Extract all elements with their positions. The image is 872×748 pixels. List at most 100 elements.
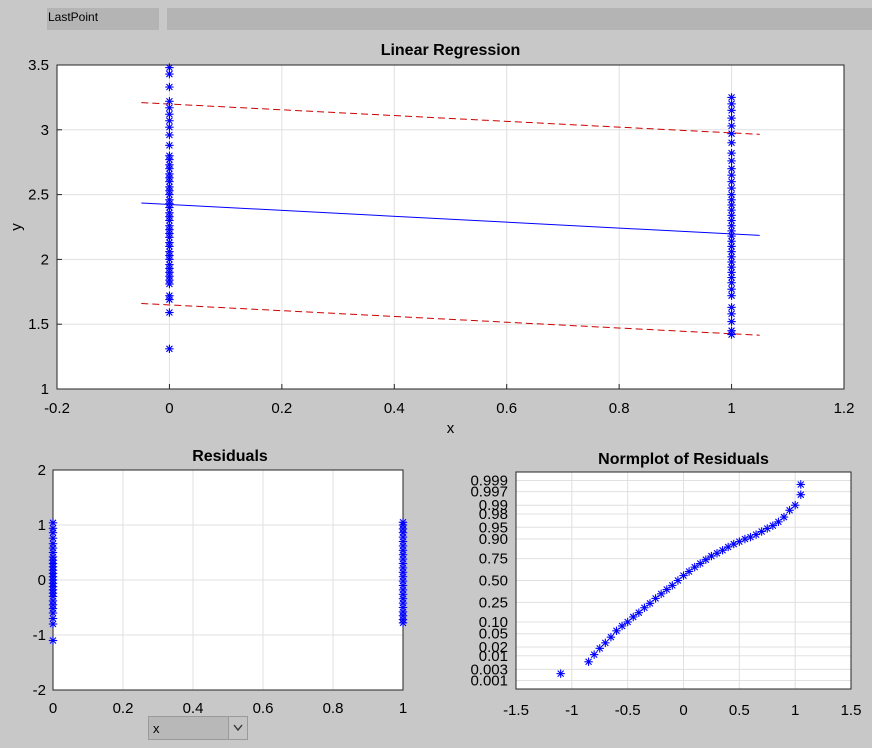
residual-point [48,518,58,527]
y-tick-label: 2 [38,462,46,479]
normplot-point [796,480,805,489]
y-tick-label: 0.99 [479,497,508,514]
x-tick-label: 0.6 [253,700,274,717]
y-tick-label: 0.003 [470,661,508,678]
y-tick-label: 0.98 [479,506,508,523]
normplot-axes-border [515,471,852,690]
normplot-point [684,567,694,576]
y-tick-label: -2 [33,682,46,699]
y-tick-label: 2 [41,251,49,268]
x-tick-label: 0 [679,702,687,719]
y-tick-label: 0.05 [479,626,508,643]
x-tick-label: -0.5 [615,702,641,719]
x-tick-label: 0.4 [183,700,204,717]
regression-data-point [165,151,174,160]
regression-data-point [727,326,736,335]
regression-data-point [165,110,174,119]
normplot-point [595,644,604,653]
y-tick-label: 0.50 [479,573,508,590]
regression-data-point [165,82,174,92]
regression-data-point [165,308,174,317]
y-tick-label: 0.25 [479,594,508,611]
x-tick-label: 1.5 [841,702,862,719]
x-variable-dropdown[interactable]: x [148,716,248,740]
normplot-point [629,612,638,622]
normplot-point [796,490,805,499]
regression-data-point [727,138,736,147]
normplot-point [589,650,599,659]
residual-point [48,524,58,533]
normplot-point [617,621,627,631]
upper-confidence-line [141,102,760,135]
normplot-point [790,501,800,510]
y-tick-label: 0.90 [479,531,508,548]
x-tick-label: 0.2 [271,400,292,417]
y-tick-label: -1 [33,627,46,644]
x-tick-label: 0.8 [323,700,344,717]
y-tick-label: 3.5 [28,57,49,74]
normplot-point [623,617,632,627]
regression-data-point [165,221,174,230]
y-tick-label: 0.999 [470,472,508,489]
regression-data-point [165,103,174,112]
normplot-point [556,669,565,678]
normplot-point [640,603,649,612]
regression-data-point [727,317,736,326]
normplot-point [785,506,794,515]
regression-fit-line [141,202,760,236]
regression-title: Linear Regression [381,42,521,59]
normplot-point [606,632,616,642]
x-tick-label: 0.6 [496,400,517,417]
dropdown-value: x [153,721,160,736]
regression-data-point [727,200,736,210]
regression-data-point [727,148,736,158]
y-tick-label: 0.001 [470,673,508,690]
regression-data-point [727,156,736,166]
x-tick-label: 1 [727,400,735,417]
regression-axes [56,64,845,390]
y-tick-label: 1.5 [28,316,49,333]
x-tick-label: 0 [49,700,57,717]
normplot-point [679,571,688,580]
x-tick-label: 0.2 [113,700,134,717]
chevron-down-icon[interactable] [228,717,247,739]
regression-data-point [727,216,736,225]
residual-point [398,518,408,527]
regression-data-point [727,106,736,115]
regression-data-point [165,291,174,300]
regression-data-point [165,141,174,150]
lower-confidence-line [141,302,760,336]
x-tick-label: -1 [565,702,578,719]
y-tick-label: 0.95 [479,519,508,536]
normplot-point [768,521,778,530]
regression-data-point [727,164,736,173]
normplot-point [690,562,699,572]
normplot-point [656,589,666,599]
y-tick-label: 0.75 [479,551,508,568]
x-tick-label: 1 [399,700,407,717]
regression-data-point [727,303,736,312]
regression-data-point [727,121,736,131]
regression-data-point [727,113,736,123]
x-tick-label: 0.8 [609,400,630,417]
regression-data-point [727,129,736,138]
y-tick-label: 0 [38,572,46,589]
info-bar [167,8,872,30]
regression-data-point [165,344,174,354]
normplot-point [779,512,789,522]
x-tick-label: 0.5 [729,702,750,719]
regression-data-point [165,169,174,179]
normplot-point [701,555,711,564]
lastpoint-field[interactable]: LastPoint [47,8,159,30]
x-tick-label: -0.2 [44,400,70,417]
normplot-point [673,576,683,585]
normplot-point [718,546,727,555]
regression-data-point [165,63,174,72]
regression-data-point [727,242,736,251]
normplot-point [774,517,783,527]
normplot-point [584,657,593,666]
regression-data-point [727,190,736,199]
normplot-point [696,559,705,568]
y-tick-label: 1 [38,517,46,534]
normplot-point [634,608,644,617]
